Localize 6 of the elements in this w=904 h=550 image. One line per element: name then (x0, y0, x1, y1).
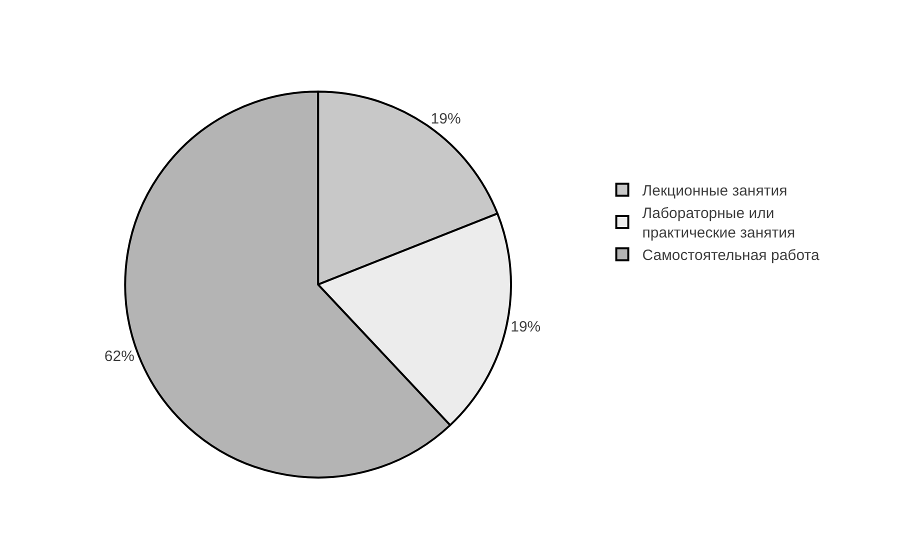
data-label: 19% (430, 110, 461, 128)
legend-label: Лекционные занятия (642, 182, 788, 200)
legend-label: Лабораторные или практические занятия (642, 205, 796, 242)
data-label: 19% (510, 318, 541, 336)
data-label: 62% (104, 348, 134, 366)
legend-label: Самостоятельная работа (642, 247, 820, 264)
